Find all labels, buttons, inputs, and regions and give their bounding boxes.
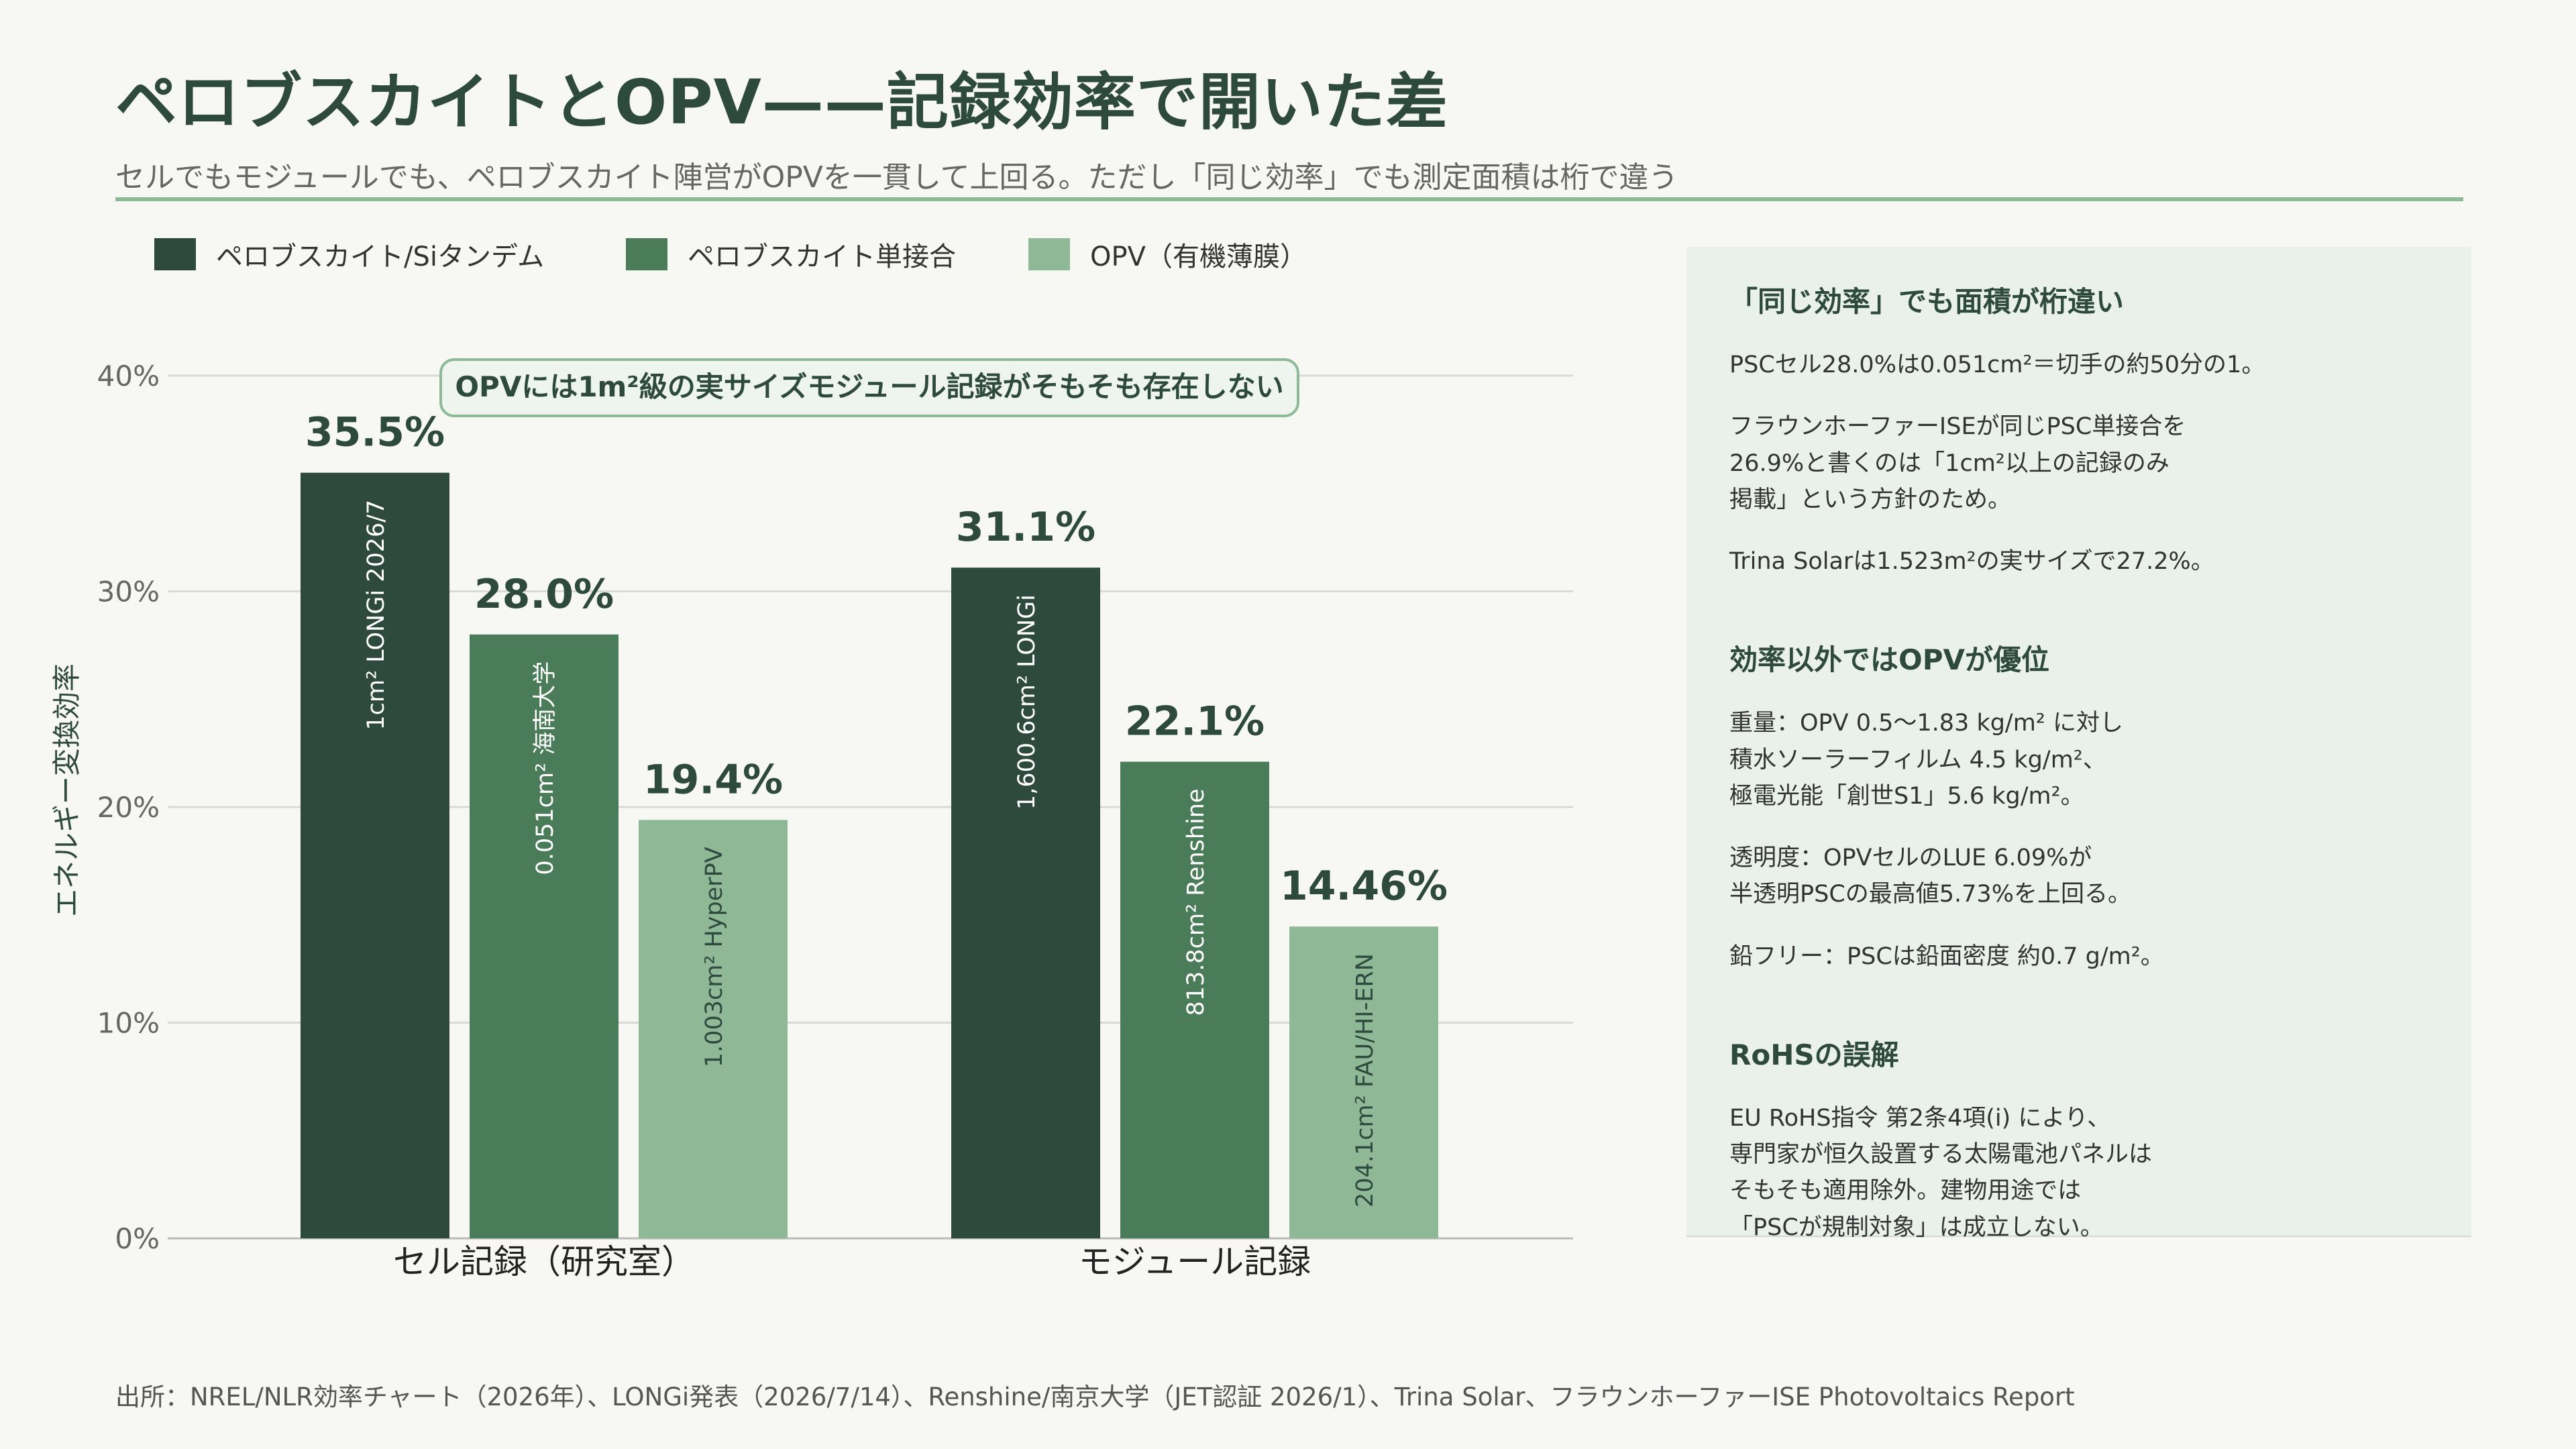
panel-heading-advantages: 効率以外ではOPVが優位: [1729, 643, 2049, 677]
bar-note-0-1: 0.051cm² 海南大学: [532, 661, 559, 875]
bar-note-0-2: 1.003cm² HyperPV: [701, 847, 728, 1067]
bar-value-label-1-2: 14.46%: [1280, 863, 1448, 910]
panel-text-rohs: EU RoHS指令 第2条4項(i) により、 専門家が恒久設置する太陽電池パネ…: [1729, 1104, 2153, 1241]
y-tick-label-30: 30%: [97, 576, 160, 608]
bar-note-1-0: 1,600.6cm² LONGi: [1014, 594, 1040, 810]
bar-value-label-0-0: 35.5%: [305, 409, 445, 456]
legend-swatch-tandem: [154, 238, 196, 270]
bar-value-label-1-1: 22.1%: [1125, 698, 1265, 745]
bar-note-0-0: 1cm² LONGi 2026/7: [363, 500, 390, 731]
panel-text-weight: 重量：OPV 0.5〜1.83 kg/m² に対し 積水ソーラーフィルム 4.5…: [1729, 710, 2123, 810]
bar-1-2: [1289, 926, 1438, 1238]
x-category-label-1: モジュール記録: [1079, 1242, 1311, 1281]
legend-swatch-opv: [1028, 238, 1070, 270]
legend-label-opv: OPV（有機薄膜）: [1090, 241, 1307, 272]
panel-text-area-1: PSCセル28.0%は0.051cm²＝切手の約50分の1。: [1729, 352, 2265, 378]
legend-item-perovskite-single: ペロブスカイト単接合: [626, 235, 956, 274]
y-tick-label-40: 40%: [97, 360, 160, 392]
bar-0-2: [639, 820, 788, 1238]
bar-value-label-0-2: 19.4%: [643, 756, 783, 803]
legend-item-tandem: ペロブスカイト/Siタンデム: [154, 235, 544, 274]
annotation-text: OPVには1m²級の実サイズモジュール記録がそもそも存在しない: [455, 370, 1283, 403]
legend-label-perovskite-single: ペロブスカイト単接合: [688, 241, 956, 272]
title-divider: [115, 197, 2463, 201]
bar-value-label-0-1: 28.0%: [474, 571, 614, 618]
info-panel: 「同じ効率」でも面積が桁違い PSCセル28.0%は0.051cm²＝切手の約5…: [1686, 247, 2471, 1241]
y-tick-label-20: 20%: [97, 791, 160, 824]
legend-item-opv: OPV（有機薄膜）: [1028, 235, 1307, 274]
legend-label-tandem: ペロブスカイト/Siタンデム: [216, 241, 545, 272]
page-title: ペロブスカイトとOPV——記録効率で開いた差: [115, 66, 1448, 138]
bar-note-1-2: 204.1cm² FAU/HI-ERN: [1352, 953, 1379, 1208]
legend-swatch-perovskite-single: [626, 238, 667, 270]
bar-0-0: [301, 472, 449, 1238]
efficiency-bar-chart: 0% 10% 20% 30% 40% エネルギー変換効率 35.5% 1cm² LONGi 2…: [50, 358, 1573, 1281]
panel-text-area-2: フラウンホーファーISEが同じPSC単接合を 26.9%と書くのは「1cm²以上…: [1729, 413, 2186, 513]
y-axis-label: エネルギー変換効率: [50, 663, 83, 917]
panel-text-lead: 鉛フリー：PSCは鉛面密度 約0.7 g/m²。: [1729, 943, 2164, 970]
bar-0-1: [470, 634, 619, 1238]
y-tick-label-10: 10%: [97, 1007, 160, 1040]
panel-text-area-3: Trina Solarは1.523m²の実サイズで27.2%。: [1729, 548, 2214, 575]
bar-1-1: [1120, 761, 1269, 1238]
panel-heading-rohs: RoHSの誤解: [1729, 1038, 1899, 1071]
bar-1-0: [951, 568, 1100, 1238]
bar-note-1-1: 813.8cm² Renshine: [1183, 788, 1210, 1016]
annotation-box: [439, 358, 1299, 417]
bar-value-label-1-0: 31.1%: [956, 504, 1095, 551]
x-category-label-0: セル記録（研究室）: [393, 1242, 695, 1281]
page-subtitle: セルでもモジュールでも、ペロブスカイト陣営がOPVを一貫して上回る。ただし「同じ…: [115, 160, 1678, 195]
panel-text-transparency: 透明度：OPVセルのLUE 6.09%が 半透明PSCの最高値5.73%を上回る…: [1729, 845, 2131, 908]
source-note: 出所：NREL/NLR効率チャート（2026年）、LONGi発表（2026/7/…: [115, 1383, 2075, 1411]
y-tick-label-0: 0%: [115, 1222, 160, 1255]
panel-heading-area: 「同じ効率」でも面積が桁違い: [1729, 285, 2125, 318]
